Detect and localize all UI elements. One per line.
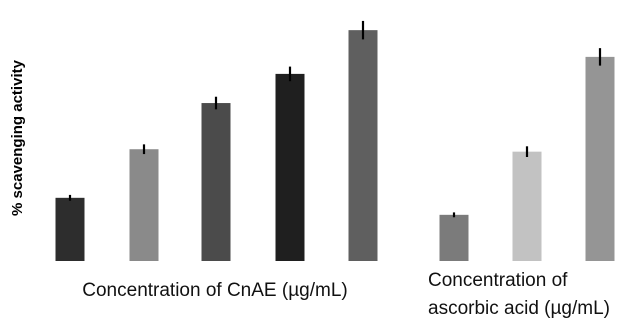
cnae-bar-group	[55, 20, 378, 262]
cnae-bar-5	[348, 30, 378, 262]
x-axis-label-cnae: Concentration of CnAE (µg/mL)	[82, 280, 347, 301]
ascorbic-bar-group	[439, 48, 615, 261]
cnae-bar-2	[129, 149, 159, 261]
x-axis-label-ascorbic-line1: Concentration of	[428, 270, 568, 291]
cnae-bar-1	[55, 197, 85, 261]
ascorbic-bar-2	[512, 151, 542, 261]
x-axis-label-ascorbic-line2: ascorbic acid (µg/mL)	[428, 298, 610, 319]
ascorbic-bar-3	[585, 56, 615, 261]
ascorbic-bar-1	[439, 214, 469, 261]
cnae-bar-4	[275, 73, 305, 261]
cnae-bar-3	[201, 103, 231, 261]
y-axis-label: % scavenging activity	[9, 59, 26, 216]
